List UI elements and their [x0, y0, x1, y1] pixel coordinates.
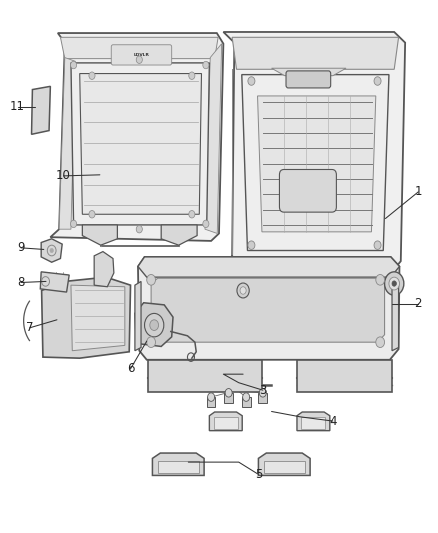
- Circle shape: [389, 277, 399, 290]
- Polygon shape: [297, 360, 392, 392]
- Circle shape: [136, 56, 142, 63]
- Polygon shape: [50, 33, 223, 241]
- Polygon shape: [80, 74, 201, 214]
- Polygon shape: [207, 397, 215, 407]
- Circle shape: [189, 211, 195, 218]
- Circle shape: [71, 61, 77, 69]
- Text: 10: 10: [56, 169, 71, 182]
- Polygon shape: [148, 360, 262, 392]
- Circle shape: [248, 77, 255, 85]
- Circle shape: [374, 77, 381, 85]
- Circle shape: [259, 389, 266, 397]
- Polygon shape: [71, 285, 125, 351]
- Text: 6: 6: [127, 362, 134, 375]
- Polygon shape: [242, 75, 389, 251]
- Circle shape: [147, 337, 155, 348]
- Polygon shape: [40, 272, 69, 292]
- Circle shape: [203, 61, 209, 69]
- Text: 2: 2: [414, 297, 422, 310]
- Circle shape: [237, 283, 249, 298]
- Polygon shape: [214, 417, 238, 429]
- Polygon shape: [71, 63, 209, 225]
- Polygon shape: [205, 44, 222, 233]
- Circle shape: [89, 72, 95, 79]
- Circle shape: [248, 241, 255, 249]
- Circle shape: [189, 72, 195, 79]
- Circle shape: [225, 389, 232, 397]
- Polygon shape: [264, 461, 305, 473]
- Polygon shape: [392, 281, 399, 351]
- Circle shape: [240, 287, 246, 294]
- Polygon shape: [138, 257, 399, 277]
- Polygon shape: [32, 86, 50, 134]
- Circle shape: [392, 281, 396, 286]
- Circle shape: [243, 393, 250, 401]
- Polygon shape: [224, 393, 233, 403]
- Text: 3: 3: [259, 384, 266, 397]
- Circle shape: [145, 313, 164, 337]
- Polygon shape: [297, 412, 330, 431]
- Polygon shape: [243, 264, 263, 294]
- Text: 9: 9: [17, 241, 25, 254]
- Polygon shape: [242, 397, 251, 407]
- Circle shape: [150, 320, 159, 330]
- Polygon shape: [232, 37, 399, 69]
- Text: LDVLR: LDVLR: [134, 53, 149, 57]
- Circle shape: [136, 225, 142, 233]
- Polygon shape: [94, 252, 114, 287]
- Circle shape: [374, 241, 381, 249]
- Text: 5: 5: [255, 468, 262, 481]
- Circle shape: [71, 220, 77, 228]
- Polygon shape: [370, 264, 392, 294]
- Polygon shape: [258, 453, 310, 475]
- Text: 11: 11: [10, 100, 25, 113]
- Polygon shape: [60, 37, 218, 59]
- Circle shape: [208, 393, 215, 401]
- Polygon shape: [138, 257, 399, 360]
- Polygon shape: [272, 68, 346, 76]
- Polygon shape: [301, 417, 325, 429]
- Polygon shape: [161, 225, 197, 245]
- Polygon shape: [82, 225, 117, 245]
- Circle shape: [203, 220, 209, 228]
- Polygon shape: [258, 96, 376, 232]
- Polygon shape: [209, 412, 242, 431]
- Polygon shape: [135, 281, 141, 351]
- FancyBboxPatch shape: [111, 45, 172, 65]
- Text: 8: 8: [18, 276, 25, 289]
- FancyBboxPatch shape: [286, 71, 331, 88]
- Polygon shape: [135, 303, 173, 346]
- Circle shape: [50, 248, 53, 253]
- Circle shape: [385, 272, 404, 295]
- FancyBboxPatch shape: [279, 169, 336, 212]
- Polygon shape: [152, 453, 204, 475]
- Circle shape: [376, 337, 385, 348]
- Circle shape: [376, 274, 385, 285]
- Text: 7: 7: [26, 321, 34, 334]
- Polygon shape: [258, 393, 267, 403]
- Polygon shape: [41, 239, 62, 262]
- Text: 1: 1: [414, 185, 422, 198]
- Text: 4: 4: [329, 415, 337, 427]
- Polygon shape: [59, 58, 75, 229]
- Circle shape: [147, 274, 155, 285]
- Polygon shape: [151, 278, 385, 342]
- Polygon shape: [158, 461, 199, 473]
- Polygon shape: [223, 32, 405, 272]
- Circle shape: [89, 211, 95, 218]
- Polygon shape: [42, 277, 131, 358]
